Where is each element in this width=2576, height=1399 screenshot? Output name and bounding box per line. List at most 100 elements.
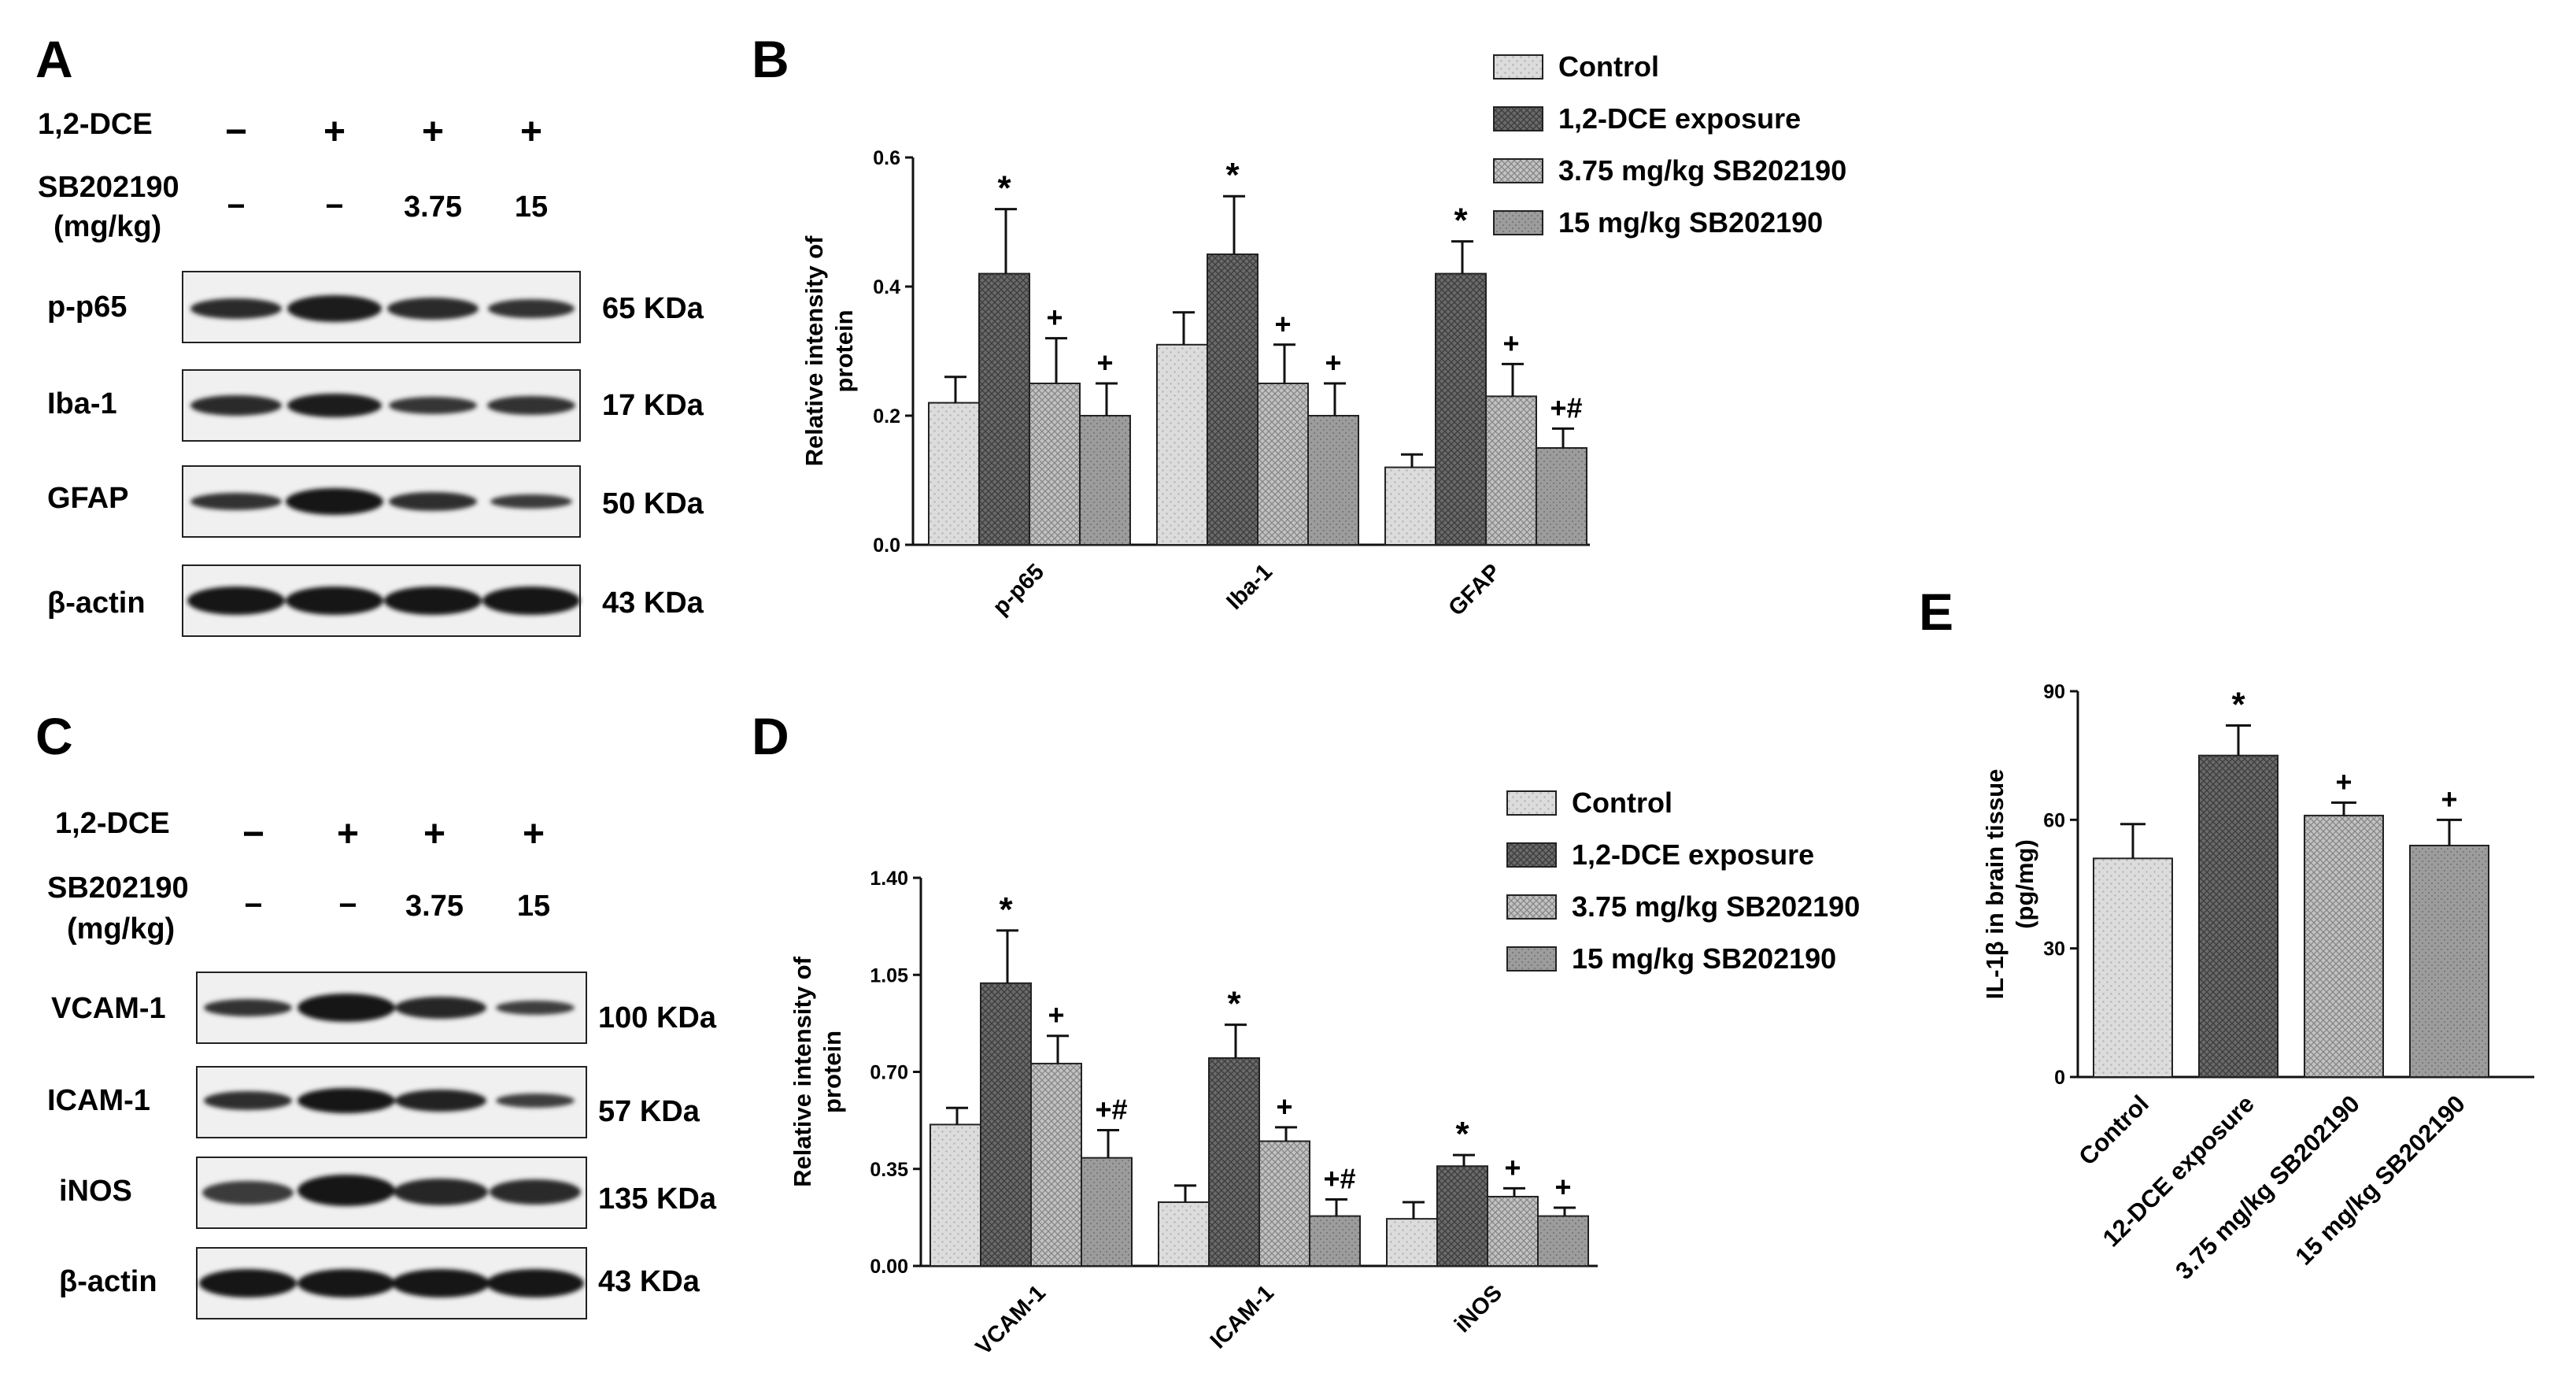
blot-band <box>395 997 486 1019</box>
blot-size-label: 50 KDa <box>602 487 704 520</box>
panel-c-sb-dose: − <box>244 888 262 923</box>
blot-band <box>287 394 382 417</box>
legend-label: Control <box>1558 50 1659 83</box>
bar-control <box>2093 857 2173 1079</box>
significance-mark: + <box>1554 1171 1571 1203</box>
significance-mark: * <box>1227 985 1241 1023</box>
panel-a-sb-dose: 15 <box>515 191 548 224</box>
blot-band <box>187 587 285 615</box>
blot-protein-label: VCAM-1 <box>51 992 166 1025</box>
blot-row: p-p65 65 KDa <box>47 271 704 343</box>
panel-a-sb-dose: − <box>325 189 343 224</box>
bar-inos-control <box>1386 1218 1438 1268</box>
significance-mark: * <box>1225 156 1240 194</box>
blot-size-label: 17 KDa <box>602 389 704 422</box>
y-axis-label-line: Relative intensity of <box>800 235 828 467</box>
x-category-label: Control <box>2073 1090 2154 1171</box>
blot-size-label: 100 KDa <box>598 1001 717 1034</box>
y-axis-label-line: protein <box>830 309 858 392</box>
legend-label: 3.75 mg/kg SB202190 <box>1558 154 1846 187</box>
blot-row: β-actin 43 KDa <box>59 1247 700 1319</box>
blot-row: ICAM-1 57 KDa <box>47 1066 700 1138</box>
y-axis-label-line: Relative intensity of <box>789 956 816 1187</box>
y-tick-label: 0.70 <box>870 1062 908 1084</box>
y-tick-label: 0 <box>2054 1067 2065 1089</box>
y-tick-label: 0.0 <box>873 535 900 557</box>
chart-e: 0 30 60 90 IL-1β in brain tissue(pg/mg) Contr… <box>1981 681 2534 1285</box>
bar-p-p65-15-mg-kg-sb202190 <box>1079 415 1131 546</box>
blot-protein-label: Iba-1 <box>47 387 117 420</box>
significance-mark: * <box>1455 1115 1469 1153</box>
blot-row: VCAM-1 100 KDa <box>51 972 717 1044</box>
bar-inos-3-75-mg-kg-sb202190 <box>1487 1195 1539 1267</box>
x-category-label: 15 mg/kg SB202190 <box>2290 1090 2470 1270</box>
blot-band <box>190 493 282 510</box>
blot-row: GFAP 50 KDa <box>47 465 704 538</box>
blot-row: β-actin 43 KDa <box>47 564 704 637</box>
bar-3-75-mg-kg-sb202190 <box>2304 814 2384 1079</box>
blot-size-label: 135 KDa <box>598 1182 717 1216</box>
legend-label: Control <box>1572 786 1672 819</box>
panel-c-sb-dose: 15 <box>517 890 550 923</box>
panel-c-dce-sign: + <box>423 813 445 855</box>
bar-gfap-control <box>1384 466 1436 546</box>
chart-d: 0.00 0.35 0.70 1.05 1.40 Relative intensity o… <box>789 786 1860 1360</box>
x-category-label: iNOS <box>1450 1280 1507 1338</box>
legend-label: 15 mg/kg SB202190 <box>1558 206 1823 239</box>
x-category-label: GFAP <box>1443 559 1505 620</box>
panel-c-dce-label: 1,2-DCE <box>55 807 170 840</box>
blot-band <box>490 1179 581 1205</box>
panel-a-dce-sign: − <box>225 111 247 153</box>
blot-band <box>496 1094 575 1108</box>
blot-band <box>490 494 572 509</box>
y-tick-label: 30 <box>2043 938 2065 960</box>
panel-c-sb-dose: 3.75 <box>405 890 464 923</box>
panel-c-letter: C <box>35 707 73 765</box>
bar-vcam-1-15-mg-kg-sb202190 <box>1081 1157 1133 1268</box>
panel-a-sb-dose: − <box>227 189 245 224</box>
bar-p-p65-control <box>928 402 980 546</box>
blot-band <box>496 1001 575 1015</box>
y-axis-label: Relative intensity ofprotein <box>800 235 858 467</box>
y-axis-label: Relative intensity ofprotein <box>789 956 846 1187</box>
y-tick-label: 0.00 <box>870 1256 908 1278</box>
blot-band <box>488 299 575 318</box>
blot-protein-label: β-actin <box>59 1265 157 1298</box>
blot-size-label: 43 KDa <box>602 587 704 620</box>
significance-mark: + <box>2335 766 2352 798</box>
bar-inos-15-mg-kg-sb202190 <box>1537 1215 1589 1267</box>
bar-icam-1-control <box>1158 1201 1210 1268</box>
bar-gfap-3-75-mg-kg-sb202190 <box>1485 395 1537 546</box>
y-tick-label: 60 <box>2043 809 2065 831</box>
panel-e-letter: E <box>1919 583 1953 641</box>
panel-a-dce-sign: + <box>520 111 542 153</box>
significance-mark: +# <box>1323 1162 1355 1194</box>
panel-c-sb-label: SB202190 <box>47 872 189 905</box>
x-category-label: p-p65 <box>989 559 1049 620</box>
bar-inos-1-2-dce-exposure <box>1436 1165 1488 1267</box>
blot-protein-label: p-p65 <box>47 291 127 324</box>
blot-band <box>389 492 477 511</box>
y-axis-label: IL-1β in brain tissue(pg/mg) <box>1981 769 2038 1000</box>
legend-swatch <box>1493 158 1543 183</box>
blot-band <box>392 1269 490 1297</box>
significance-mark: + <box>1276 1090 1292 1123</box>
legend-label: 1,2-DCE exposure <box>1558 102 1801 135</box>
y-tick-label: 1.05 <box>870 964 908 986</box>
blot-band <box>298 1269 395 1297</box>
blot-band <box>389 397 477 414</box>
bar-15-mg-kg-sb202190 <box>2409 845 2489 1078</box>
panel-c-dce-sign: + <box>337 813 359 855</box>
panel-b-letter: B <box>752 30 789 88</box>
bar-p-p65-1-2-dce-exposure <box>978 272 1030 546</box>
blot-protein-label: GFAP <box>47 482 128 515</box>
panel-d-letter: D <box>752 707 789 765</box>
bar-vcam-1-1-2-dce-exposure <box>980 982 1032 1268</box>
blot-band <box>384 587 482 615</box>
panel-a: A 1,2-DCE SB202190 (mg/kg) − + + + − − 3… <box>35 30 704 637</box>
x-category-label: Iba-1 <box>1221 559 1277 614</box>
blot-band <box>482 587 580 615</box>
blot-band <box>298 1088 395 1113</box>
bar-iba-1-15-mg-kg-sb202190 <box>1307 415 1359 546</box>
